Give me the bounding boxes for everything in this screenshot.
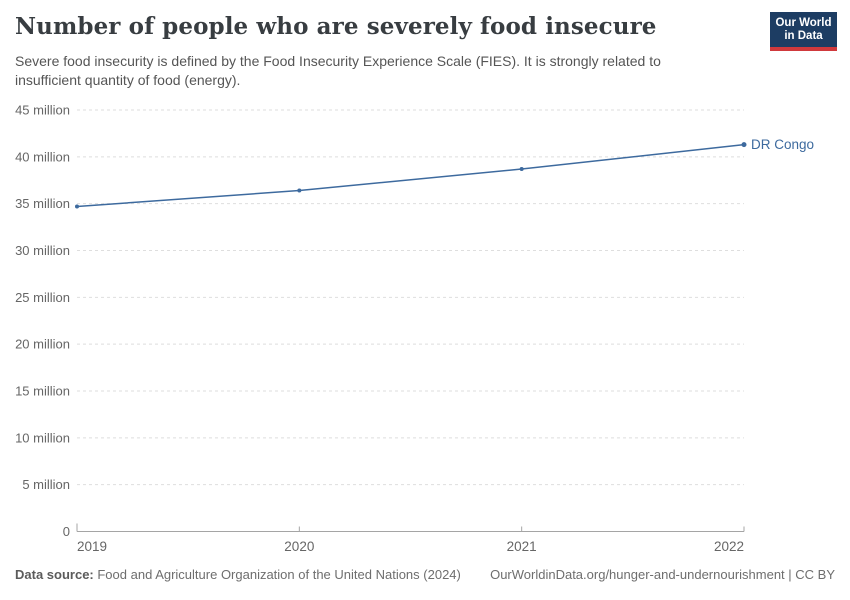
x-tick-label: 2022 bbox=[714, 539, 744, 554]
y-tick-label: 45 million bbox=[15, 103, 70, 118]
data-point[interactable] bbox=[297, 188, 302, 193]
data-source-label: Data source: bbox=[15, 567, 94, 582]
y-tick-label: 20 million bbox=[15, 337, 70, 352]
chart-subtitle: Severe food insecurity is defined by the… bbox=[15, 53, 661, 88]
credit-link[interactable]: OurWorldinData.org/hunger-and-undernouri… bbox=[490, 567, 835, 582]
data-point[interactable] bbox=[519, 167, 524, 172]
data-line[interactable] bbox=[76, 143, 745, 208]
y-tick-label: 5 million bbox=[22, 477, 70, 492]
data-point[interactable] bbox=[75, 204, 79, 209]
y-tick-label: 10 million bbox=[15, 430, 70, 445]
data-point[interactable] bbox=[741, 142, 747, 148]
y-tick-label: 15 million bbox=[15, 384, 70, 399]
series-end-label[interactable]: DR Congo bbox=[751, 137, 814, 152]
x-tick-label: 2021 bbox=[507, 539, 537, 554]
owid-logo-line2: in Data bbox=[784, 30, 823, 42]
y-tick-label: 35 million bbox=[15, 196, 70, 211]
data-source-note: Data source: Food and Agriculture Organi… bbox=[15, 567, 461, 582]
y-tick-label: 0 bbox=[63, 524, 70, 539]
x-tick-label: 2019 bbox=[77, 539, 107, 554]
y-tick-label: 40 million bbox=[15, 149, 70, 164]
page-title: Number of people who are severely food i… bbox=[15, 13, 657, 40]
y-tick-label: 30 million bbox=[15, 243, 70, 258]
owid-logo-line1: Our World bbox=[775, 17, 832, 29]
x-tick-label: 2020 bbox=[284, 539, 314, 554]
data-source-text: Food and Agriculture Organization of the… bbox=[93, 567, 461, 582]
y-tick-label: 25 million bbox=[15, 290, 70, 305]
owid-logo[interactable]: Our World in Data bbox=[770, 12, 837, 51]
